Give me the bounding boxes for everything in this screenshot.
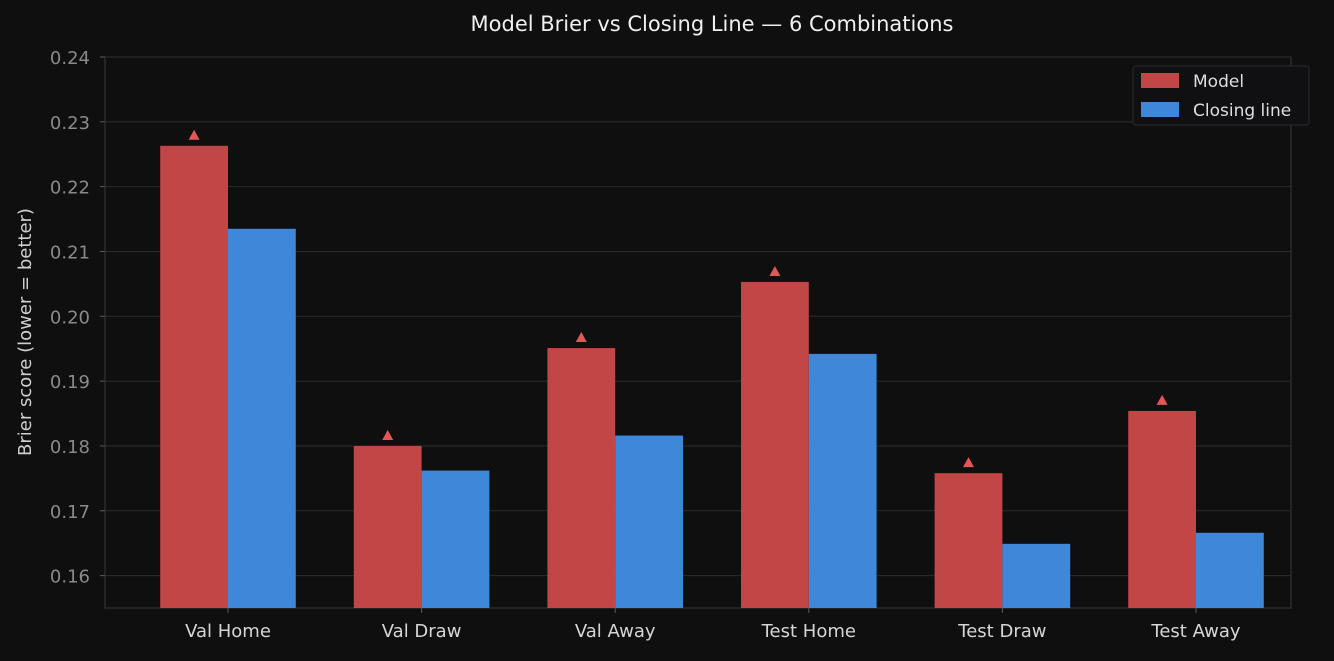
bar-closing-line-val-draw — [421, 470, 490, 608]
legend-swatch-model — [1141, 73, 1179, 88]
bar-closing-line-test-away — [1196, 532, 1264, 608]
marker-val-home — [188, 129, 200, 140]
bar-model-val-draw — [353, 445, 422, 608]
marker-test-away — [1156, 394, 1168, 405]
y-tick-label: 0.17 — [50, 502, 90, 523]
marker-val-draw — [382, 429, 394, 440]
marker-test-draw — [963, 457, 974, 468]
legend-swatch-closing-line — [1141, 102, 1179, 117]
y-tick-label: 0.20 — [50, 307, 90, 328]
grid-lines — [105, 56, 1291, 577]
bar-model-test-away — [1128, 410, 1196, 608]
bar-closing-line-test-draw — [1002, 543, 1071, 608]
y-tick-label: 0.19 — [50, 372, 90, 393]
y-tick-label: 0.18 — [50, 437, 90, 458]
bar-model-test-home — [741, 281, 809, 608]
legend-label-closing-line: Closing line — [1193, 101, 1291, 121]
legend-label-model: Model — [1193, 72, 1244, 92]
bar-model-test-draw — [934, 473, 1003, 608]
bar-model-val-home — [160, 145, 228, 609]
legend: Model Closing line — [1132, 65, 1310, 126]
bars — [160, 145, 1264, 609]
x-tick-label: Val Away — [575, 621, 656, 642]
bar-closing-line-test-home — [808, 353, 877, 608]
marker-val-away — [575, 332, 587, 343]
plot-area — [104, 56, 1292, 609]
x-tick-label: Val Draw — [382, 621, 462, 642]
x-axis-ticks: Val Home Val Draw Val Away Test Home Test Dr… — [185, 608, 1241, 642]
y-tick-label: 0.23 — [50, 113, 90, 134]
marker-test-home — [769, 265, 781, 276]
y-tick-label: 0.21 — [50, 242, 90, 263]
x-tick-label: Test Draw — [957, 621, 1046, 642]
chart-title: Model Brier vs Closing Line — 6 Combinat… — [471, 12, 954, 36]
x-tick-label: Test Away — [1150, 621, 1241, 642]
x-tick-label: Test Home — [761, 621, 856, 642]
bar-closing-line-val-home — [228, 228, 296, 608]
y-axis-ticks: 0.16 0.17 0.18 0.19 0.20 0.21 0.22 0.23 0.24 — [50, 48, 105, 588]
bar-closing-line-val-away — [615, 435, 683, 608]
bar-model-val-away — [547, 348, 616, 608]
y-tick-label: 0.22 — [50, 178, 90, 199]
bar-markers — [188, 129, 1168, 468]
y-axis-label: Brier score (lower = better) — [15, 208, 36, 456]
x-tick-label: Val Home — [185, 621, 271, 642]
y-tick-label: 0.16 — [50, 567, 90, 588]
y-tick-label: 0.24 — [50, 48, 90, 69]
